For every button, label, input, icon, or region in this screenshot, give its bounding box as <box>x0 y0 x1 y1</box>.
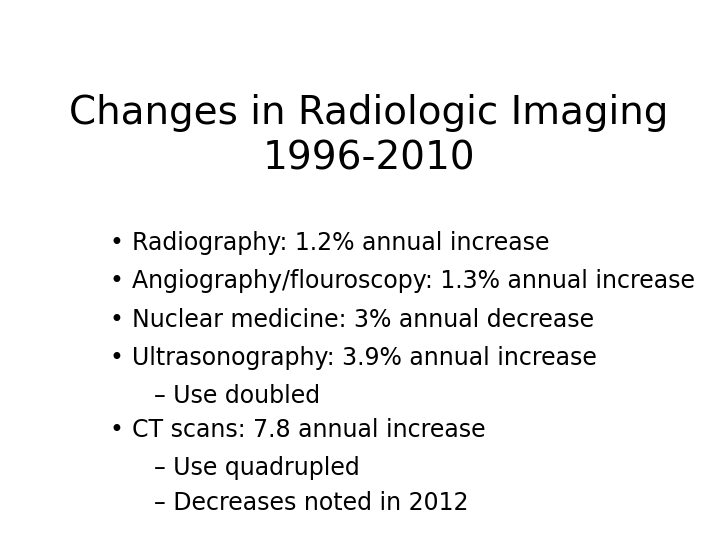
Text: – Decreases noted in 2012: – Decreases noted in 2012 <box>154 490 469 515</box>
Text: – Use doubled: – Use doubled <box>154 384 320 408</box>
Text: CT scans: 7.8 annual increase: CT scans: 7.8 annual increase <box>132 418 485 442</box>
Text: Angiography/flouroscopy: 1.3% annual increase: Angiography/flouroscopy: 1.3% annual inc… <box>132 269 695 293</box>
Text: Nuclear medicine: 3% annual decrease: Nuclear medicine: 3% annual decrease <box>132 308 594 332</box>
Text: •: • <box>109 418 123 442</box>
Text: – Use quadrupled: – Use quadrupled <box>154 456 360 481</box>
Text: •: • <box>109 346 123 370</box>
Text: •: • <box>109 231 123 255</box>
Text: Ultrasonography: 3.9% annual increase: Ultrasonography: 3.9% annual increase <box>132 346 597 370</box>
Text: •: • <box>109 308 123 332</box>
Text: Changes in Radiologic Imaging
1996-2010: Changes in Radiologic Imaging 1996-2010 <box>69 94 669 178</box>
Text: Radiography: 1.2% annual increase: Radiography: 1.2% annual increase <box>132 231 549 255</box>
Text: •: • <box>109 269 123 293</box>
